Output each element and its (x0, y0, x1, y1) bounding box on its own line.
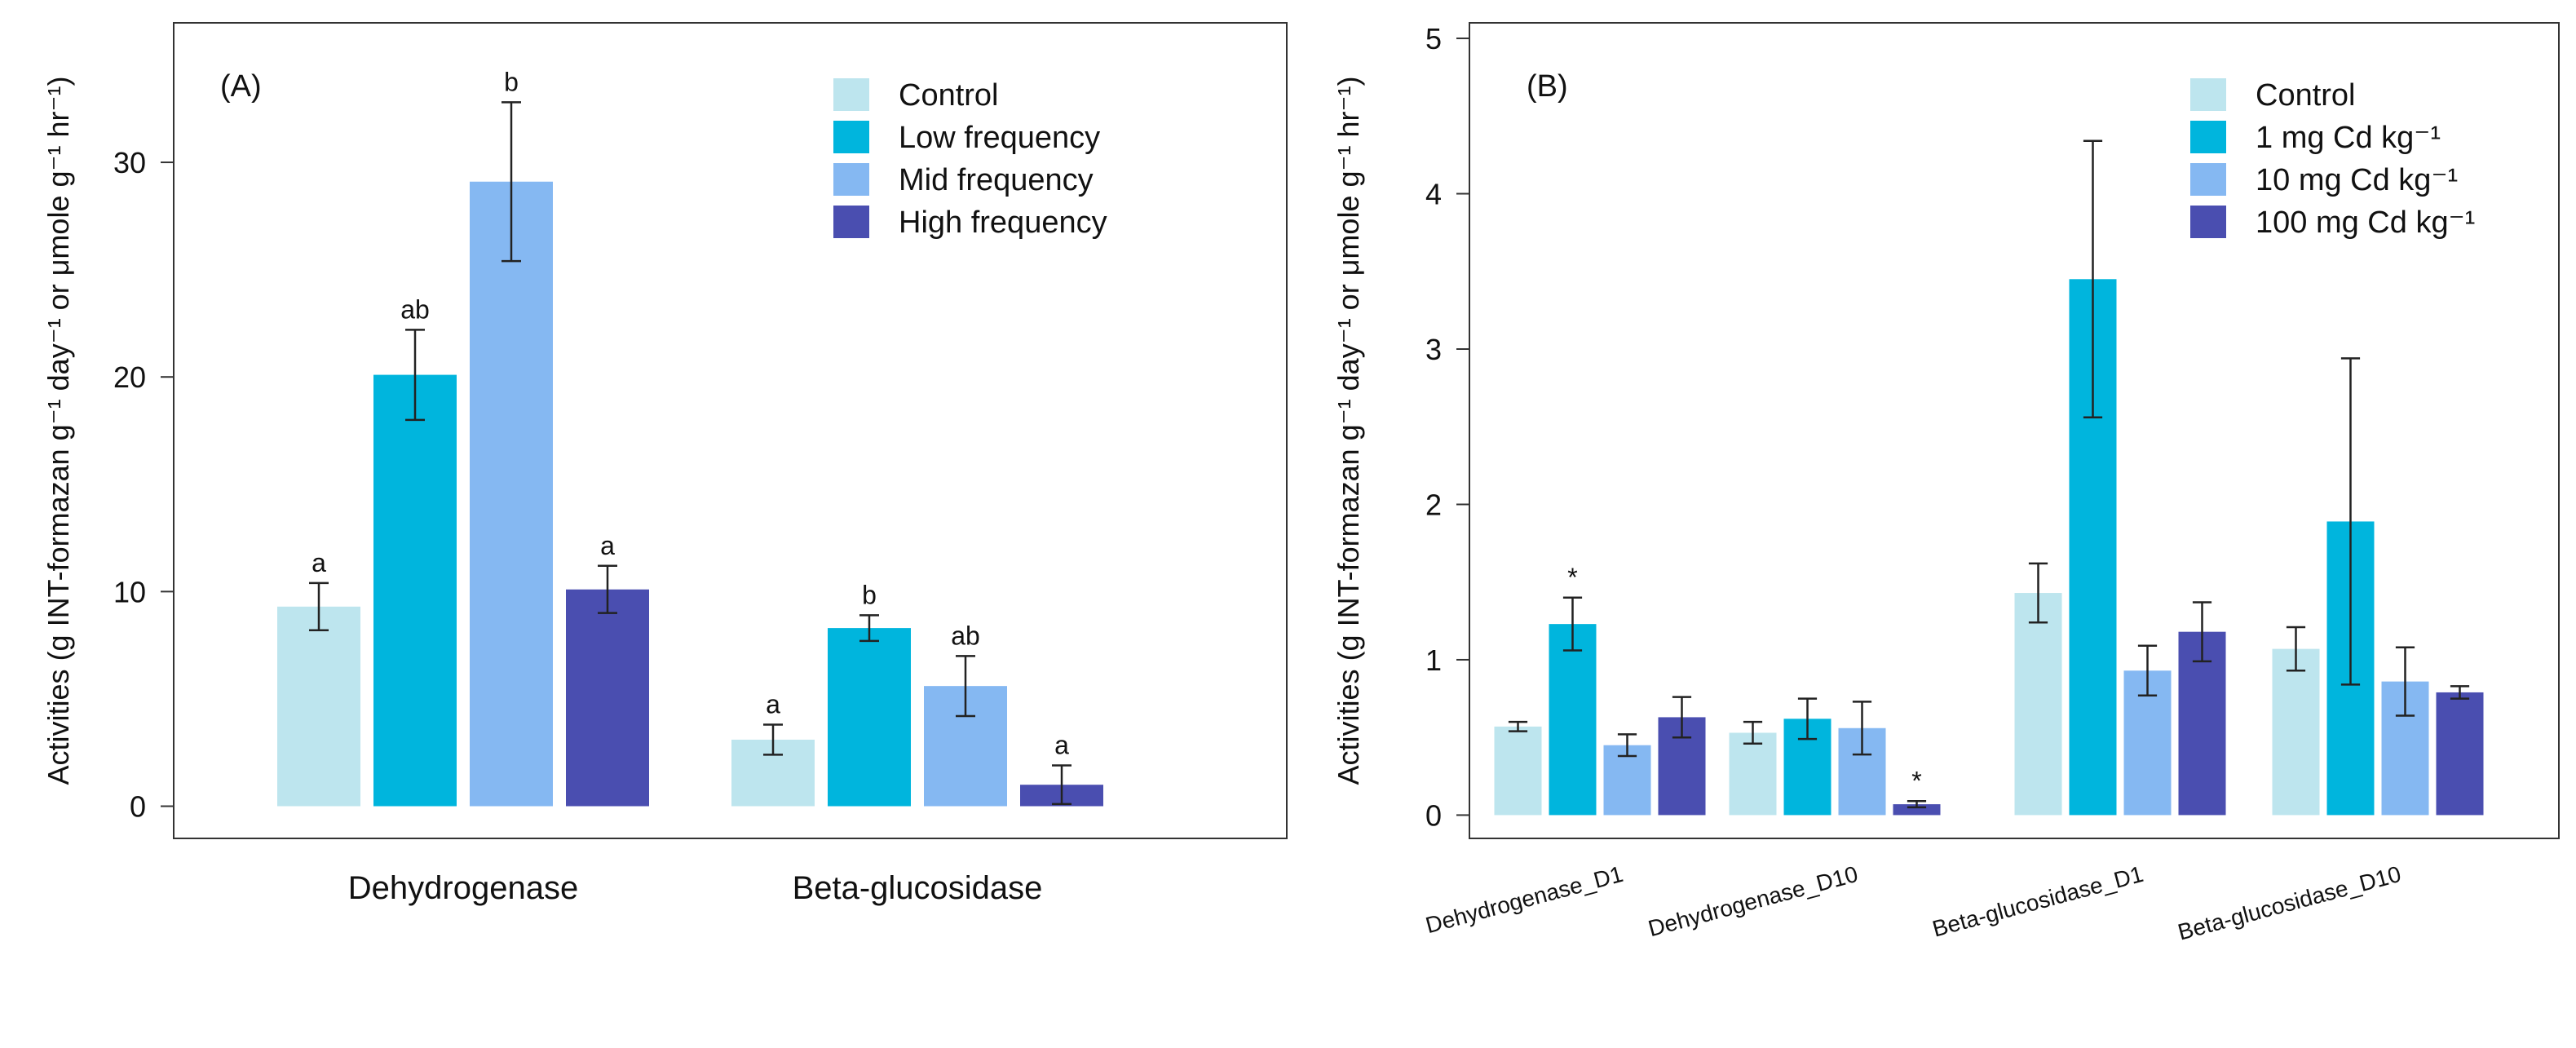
significance-label: a (766, 690, 780, 719)
legend-entry: Mid frequency (899, 163, 1094, 197)
significance-label: a (1054, 731, 1069, 760)
x-tick-label: Dehydrogenase (348, 870, 578, 906)
bar (2014, 593, 2062, 816)
x-tick-label: Beta-glucosidase (793, 870, 1043, 906)
significance-label: b (862, 580, 877, 609)
y-tick-label: 0 (130, 790, 146, 824)
significance-label: ab (400, 294, 430, 324)
panel-a-x-axis-labels: Dehydrogenase Beta-glucosidase (348, 870, 1043, 906)
panel-b-bars: ** (1494, 139, 2484, 816)
panel-b-tag: (B) (1527, 69, 1568, 104)
bar (1494, 726, 1542, 816)
bar (277, 606, 360, 807)
x-tick-label: Beta-glucosidase_D10 (2175, 861, 2403, 945)
bar (1729, 732, 1777, 816)
panel-b-x-axis-labels: Dehydrogenase_D1 Dehydrogenase_D10 Beta-gl… (1423, 861, 2404, 945)
panel-a-y-axis: 0 10 20 30 (113, 146, 174, 824)
legend-swatch (833, 163, 869, 196)
y-tick-label: 3 (1425, 333, 1442, 366)
bar (1549, 624, 1597, 816)
bar (828, 628, 911, 807)
legend-entry: 1 mg Cd kg⁻¹ (2256, 121, 2441, 155)
bar (566, 589, 649, 807)
significance-label: * (1567, 563, 1577, 592)
y-tick-label: 4 (1425, 178, 1442, 211)
x-tick-label: Beta-glucosidase_D1 (1929, 861, 2145, 942)
y-tick-label: 0 (1425, 798, 1442, 832)
x-tick-label: Dehydrogenase_D1 (1423, 861, 1626, 938)
bar (2178, 631, 2226, 816)
panel-a-legend: Control Low frequency Mid frequency High fr… (833, 78, 1107, 240)
significance-label: * (1911, 766, 1921, 795)
bar (2436, 692, 2484, 816)
bar (373, 374, 457, 807)
legend-entry: 10 mg Cd kg⁻¹ (2256, 163, 2458, 197)
y-tick-label: 2 (1425, 488, 1442, 521)
legend-swatch (833, 121, 869, 153)
legend-swatch (2190, 121, 2226, 153)
legend-entry: High frequency (899, 206, 1107, 240)
y-tick-label: 1 (1425, 643, 1442, 677)
legend-swatch (2190, 78, 2226, 111)
panel-b-legend: Control 1 mg Cd kg⁻¹ 10 mg Cd kg⁻¹ 100 mg C… (2190, 78, 2475, 240)
panel-b-plot-frame (1469, 22, 2560, 839)
x-tick-label: Dehydrogenase_D10 (1646, 861, 1861, 941)
legend-swatch (2190, 206, 2226, 238)
significance-label: a (312, 548, 326, 577)
significance-label: b (504, 67, 519, 96)
panel-a-plot-frame (173, 22, 1288, 839)
panel-b-y-axis: 0 1 2 3 4 5 (1425, 22, 1469, 832)
legend-entry: Low frequency (899, 121, 1100, 155)
significance-label: a (600, 531, 615, 560)
panel-b-y-axis-title: Activities (g INT-formazan g⁻¹ day⁻¹ or … (1332, 77, 1365, 785)
legend-entry: Control (2256, 78, 2356, 113)
significance-label: ab (951, 621, 980, 650)
legend-entry: Control (899, 78, 999, 113)
panel-a-tag: (A) (220, 69, 262, 104)
y-tick-label: 10 (113, 575, 146, 608)
y-tick-label: 30 (113, 146, 146, 179)
legend-swatch (2190, 163, 2226, 196)
bar (1893, 804, 1941, 816)
bar (470, 181, 553, 807)
panel-a-y-axis-title: Activities (g INT-formazan g⁻¹ day⁻¹ or … (42, 77, 75, 785)
bar (2272, 648, 2320, 816)
legend-swatch (833, 78, 869, 111)
y-tick-label: 5 (1425, 22, 1442, 55)
legend-swatch (833, 206, 869, 238)
legend-entry: 100 mg Cd kg⁻¹ (2256, 206, 2475, 240)
y-tick-label: 20 (113, 360, 146, 394)
